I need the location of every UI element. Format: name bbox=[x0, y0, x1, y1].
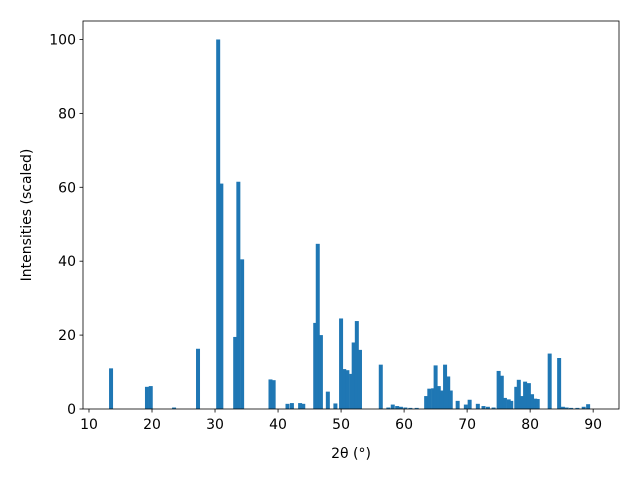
bar bbox=[216, 39, 221, 409]
bar bbox=[414, 407, 419, 409]
bar bbox=[148, 386, 153, 409]
bar bbox=[333, 403, 338, 409]
bar bbox=[516, 379, 521, 409]
bar bbox=[315, 243, 320, 409]
bar bbox=[481, 406, 486, 409]
bar bbox=[499, 375, 504, 409]
bar bbox=[475, 403, 480, 409]
bar bbox=[535, 399, 540, 409]
y-tick-label: 60 bbox=[58, 180, 76, 196]
bar bbox=[569, 407, 574, 409]
x-axis-label: 2θ (°) bbox=[331, 446, 371, 462]
bar bbox=[564, 407, 569, 409]
bar bbox=[446, 376, 451, 409]
bar bbox=[523, 381, 528, 409]
x-tick-label: 30 bbox=[206, 417, 224, 433]
bar bbox=[514, 386, 519, 409]
bar bbox=[408, 407, 413, 409]
bar bbox=[491, 407, 496, 409]
x-tick-label: 40 bbox=[269, 417, 287, 433]
y-axis-label: Intensities (scaled) bbox=[19, 149, 35, 282]
bar bbox=[506, 399, 511, 409]
bar bbox=[533, 398, 538, 409]
bar bbox=[581, 406, 586, 409]
bar bbox=[436, 386, 441, 409]
bar bbox=[448, 390, 453, 409]
bar bbox=[219, 183, 224, 409]
bar bbox=[345, 370, 350, 409]
bar bbox=[109, 368, 114, 409]
bar bbox=[342, 369, 347, 409]
bar bbox=[439, 390, 444, 409]
bar bbox=[547, 353, 552, 409]
x-tick-label: 60 bbox=[395, 417, 413, 433]
x-tick-label: 10 bbox=[80, 417, 98, 433]
bar bbox=[301, 403, 306, 409]
bar bbox=[431, 388, 436, 409]
bar bbox=[575, 407, 580, 409]
bar bbox=[557, 358, 562, 409]
bar bbox=[298, 403, 303, 409]
bar bbox=[560, 406, 565, 409]
bar bbox=[386, 407, 391, 409]
bar bbox=[233, 336, 238, 409]
bar bbox=[144, 386, 149, 409]
bar bbox=[271, 380, 276, 409]
bar bbox=[463, 404, 468, 409]
bar bbox=[496, 370, 501, 409]
x-tick-label: 70 bbox=[458, 417, 476, 433]
bar bbox=[349, 373, 354, 409]
bar bbox=[318, 335, 323, 409]
bar bbox=[395, 406, 400, 409]
bar bbox=[357, 349, 362, 409]
y-tick-label: 0 bbox=[67, 402, 76, 418]
bar bbox=[313, 322, 318, 409]
bar bbox=[240, 259, 245, 409]
x-tick-label: 90 bbox=[584, 417, 602, 433]
bar bbox=[351, 342, 356, 409]
y-tick-label: 20 bbox=[58, 328, 76, 344]
bar bbox=[398, 406, 403, 409]
bar bbox=[236, 181, 241, 409]
bar bbox=[443, 364, 448, 409]
x-tick-label: 20 bbox=[143, 417, 161, 433]
x-tick-label: 50 bbox=[332, 417, 350, 433]
bar bbox=[586, 404, 591, 409]
bar bbox=[433, 365, 438, 409]
bar bbox=[485, 406, 490, 409]
bar bbox=[354, 321, 359, 409]
bar bbox=[424, 396, 429, 409]
bar bbox=[455, 400, 460, 409]
bar bbox=[378, 364, 383, 409]
bar bbox=[339, 318, 344, 409]
bar bbox=[427, 388, 432, 409]
plot-frame bbox=[82, 20, 620, 410]
bar bbox=[390, 404, 395, 409]
bar bbox=[502, 397, 507, 409]
bar bbox=[519, 396, 524, 409]
bar bbox=[285, 403, 290, 409]
bar bbox=[530, 394, 535, 409]
x-tick-label: 80 bbox=[521, 417, 539, 433]
bar bbox=[196, 348, 201, 409]
bar bbox=[289, 403, 294, 409]
y-tick-label: 40 bbox=[58, 254, 76, 270]
bar bbox=[467, 399, 472, 409]
bar bbox=[268, 379, 273, 409]
bar bbox=[403, 407, 408, 409]
y-tick-label: 100 bbox=[49, 32, 76, 48]
bar bbox=[172, 407, 177, 409]
y-tick-label: 80 bbox=[58, 106, 76, 122]
bar bbox=[509, 400, 514, 409]
bar bbox=[526, 383, 531, 409]
bar bbox=[325, 391, 330, 409]
